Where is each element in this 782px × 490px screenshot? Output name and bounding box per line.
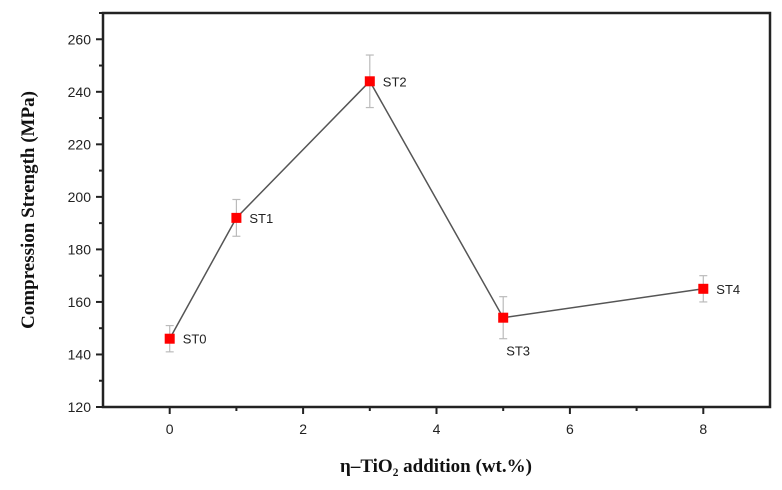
x-tick-label: 0: [166, 421, 174, 437]
plot-frame: [101, 11, 772, 409]
x-tick-label: 8: [699, 421, 707, 437]
data-label: ST1: [249, 211, 273, 226]
y-tick-label: 120: [68, 399, 92, 415]
data-point: [164, 333, 175, 344]
x-tick-label: 2: [299, 421, 307, 437]
data-label: ST2: [383, 74, 407, 89]
data-point: [231, 212, 242, 223]
data-point: [498, 312, 509, 323]
data-label: ST4: [716, 282, 740, 297]
chart-marks: 120 140 160 180 200 220 240 260 0 2 4 6 8 ST0 ST1 ST2 ST…: [68, 11, 772, 437]
x-tick-label: 4: [433, 421, 441, 437]
data-label: ST0: [183, 332, 207, 347]
y-tick-label: 140: [68, 346, 92, 362]
y-tick-label: 260: [68, 31, 92, 47]
y-tick-label: 240: [68, 84, 92, 100]
y-tick-label: 220: [68, 136, 92, 152]
y-tick-label: 200: [68, 189, 92, 205]
data-point: [364, 76, 375, 87]
y-tick-label: 160: [68, 294, 92, 310]
data-point: [698, 283, 709, 294]
y-tick-label: 180: [68, 241, 92, 257]
data-label: ST3: [506, 344, 530, 359]
y-axis-title: Compression Strength (MPa): [18, 91, 39, 329]
x-axis-title: η–TiO₂ addition (wt.%): [340, 456, 532, 477]
x-tick-label: 6: [566, 421, 574, 437]
